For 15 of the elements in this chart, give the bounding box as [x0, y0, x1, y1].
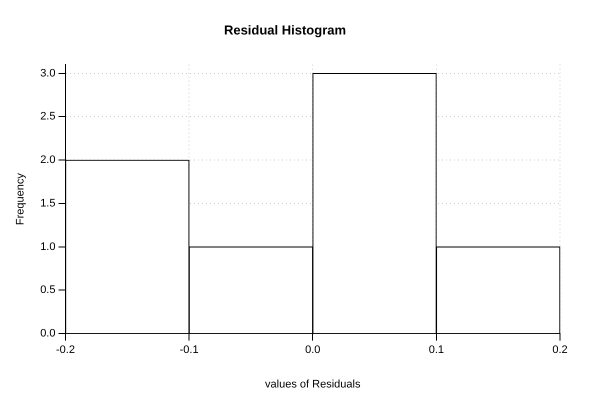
y-tick-label: 0.5 — [40, 284, 56, 296]
y-tick-label: 1.5 — [40, 197, 56, 210]
y-tick-label: 3.0 — [40, 67, 56, 80]
y-tick-label: 2.5 — [40, 110, 56, 123]
x-tick-label: 0.0 — [305, 344, 320, 356]
x-tick-label: 0.1 — [428, 344, 444, 356]
x-tick-label: 0.2 — [552, 344, 568, 356]
x-tick-label: -0.2 — [56, 344, 75, 356]
y-tick-label: 1.0 — [40, 240, 56, 253]
y-axis-title: Frequency — [14, 172, 27, 226]
y-tick-label: 0.0 — [40, 328, 56, 340]
x-tick-label: -0.1 — [180, 344, 199, 356]
x-axis-title: values of Residuals — [265, 378, 361, 390]
y-tick-label: 2.0 — [40, 154, 56, 166]
chart-title: Residual Histogram — [224, 22, 346, 38]
